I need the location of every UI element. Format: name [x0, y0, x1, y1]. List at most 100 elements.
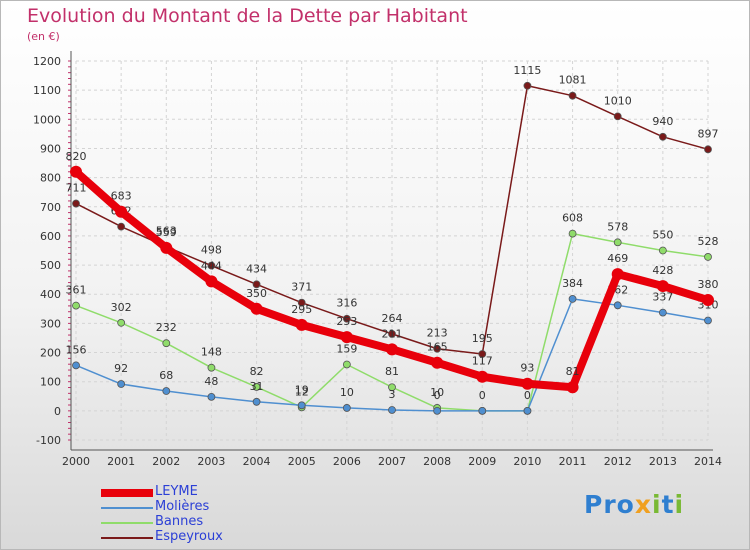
data-label: 159: [336, 342, 357, 355]
data-point: [523, 406, 532, 415]
data-point: [252, 280, 261, 289]
data-label: 1115: [513, 64, 541, 77]
data-point: [252, 397, 261, 406]
x-tick-label: 2007: [378, 455, 406, 468]
data-label: 264: [382, 312, 403, 325]
legend-label-molieres: Molières: [155, 499, 210, 514]
data-label: 253: [336, 315, 357, 328]
data-point: [117, 318, 126, 327]
data-point: [613, 238, 622, 247]
data-label: 302: [111, 301, 132, 314]
data-point: [342, 314, 351, 323]
data-label: 10: [430, 386, 444, 399]
data-point: [70, 165, 82, 178]
data-label: 528: [698, 235, 719, 248]
data-point: [521, 377, 534, 390]
data-point: [568, 294, 577, 303]
data-point: [613, 301, 622, 310]
data-label: 68: [159, 369, 173, 382]
data-label: 361: [66, 284, 87, 297]
data-point: [702, 294, 714, 307]
data-label: 10: [340, 386, 354, 399]
data-point: [72, 301, 80, 310]
x-tick-label: 2006: [333, 455, 361, 468]
x-tick-label: 2013: [649, 455, 677, 468]
data-label: 428: [652, 264, 673, 277]
data-point: [207, 392, 216, 401]
data-point: [340, 331, 353, 344]
y-tick-label: 1200: [33, 55, 61, 68]
legend-swatch-molieres: [101, 507, 153, 509]
y-tick-label: 1000: [33, 113, 61, 126]
y-tick-label: 400: [40, 288, 61, 301]
data-label: 1010: [604, 94, 632, 107]
data-label: 384: [562, 277, 583, 290]
data-point: [117, 222, 126, 231]
y-tick-label: 800: [40, 172, 61, 185]
data-point: [658, 308, 667, 317]
data-label: 48: [204, 375, 218, 388]
data-point: [160, 241, 173, 254]
data-label: 81: [385, 365, 399, 378]
data-label: 550: [652, 229, 673, 242]
data-label: 820: [66, 150, 87, 163]
data-label: 295: [291, 303, 312, 316]
data-label: 711: [66, 182, 87, 195]
data-point: [205, 275, 218, 288]
data-point: [478, 406, 487, 415]
x-tick-label: 2001: [107, 455, 135, 468]
x-tick-label: 2014: [694, 455, 722, 468]
data-label: 380: [698, 278, 719, 291]
data-point: [658, 246, 667, 255]
data-point: [162, 387, 171, 395]
data-point: [433, 406, 442, 415]
data-label: 92: [114, 362, 128, 375]
data-label: 608: [562, 212, 583, 225]
data-label: 81: [566, 365, 580, 378]
data-point: [476, 370, 489, 383]
data-label: 498: [201, 244, 222, 257]
data-point: [658, 132, 667, 141]
data-label: 350: [246, 287, 267, 300]
data-label: 469: [607, 252, 628, 265]
x-tick-label: 2012: [604, 455, 632, 468]
x-tick-label: 2010: [513, 455, 541, 468]
data-label: 3: [389, 388, 396, 401]
y-tick-label: 200: [40, 347, 61, 360]
data-point: [388, 406, 396, 414]
data-label: 165: [427, 341, 448, 354]
data-label: 117: [472, 355, 493, 368]
data-point: [433, 344, 442, 353]
data-point: [388, 383, 396, 392]
data-point: [704, 253, 712, 261]
data-point: [656, 280, 669, 293]
x-tick-label: 2009: [468, 455, 496, 468]
data-point: [342, 360, 351, 369]
data-label: 559: [156, 226, 177, 239]
legend-swatch-bannes: [101, 522, 153, 524]
data-point: [297, 401, 306, 410]
y-tick-label: 0: [54, 405, 61, 418]
data-point: [250, 302, 263, 315]
x-tick-label: 2005: [288, 455, 316, 468]
data-point: [568, 229, 577, 238]
data-label: 31: [250, 380, 264, 393]
data-point: [613, 112, 622, 121]
data-point: [704, 145, 712, 154]
data-label: 940: [652, 115, 673, 128]
y-tick-label: 1100: [33, 84, 61, 97]
y-tick-label: 500: [40, 259, 61, 272]
data-point: [162, 339, 171, 348]
data-point: [523, 81, 532, 90]
data-point: [72, 199, 80, 208]
data-label: 12: [295, 385, 309, 398]
x-tick-label: 2008: [423, 455, 451, 468]
data-label: 195: [472, 332, 493, 345]
y-tick-label: 100: [40, 376, 61, 389]
x-tick-label: 2003: [197, 455, 225, 468]
data-point: [117, 380, 126, 388]
data-point: [115, 205, 128, 218]
legend-swatch-espeyroux: [101, 537, 153, 539]
data-point: [252, 383, 261, 391]
